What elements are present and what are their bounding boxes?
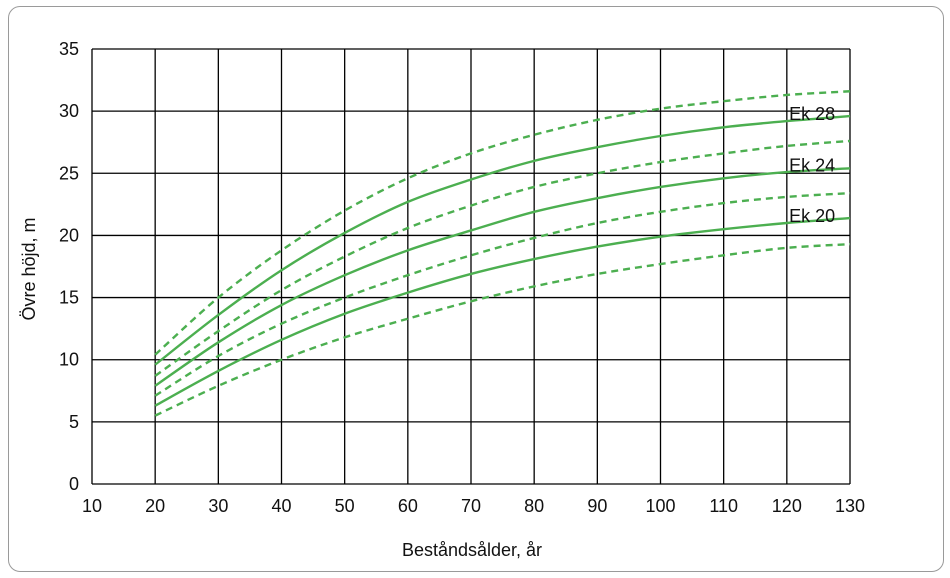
- x-tick-label: 20: [145, 496, 165, 516]
- band-line: [155, 91, 850, 354]
- x-tick-label: 30: [208, 496, 228, 516]
- x-tick-labels: 10 20 30 40 50 60 70 80 90 100 110 120 130: [82, 496, 865, 516]
- band-line: [155, 193, 850, 396]
- x-tick-label: 90: [587, 496, 607, 516]
- series-line: [155, 218, 850, 406]
- x-tick-label: 80: [524, 496, 544, 516]
- series-label: Ek 28: [789, 104, 835, 124]
- x-tick-label: 110: [709, 496, 738, 516]
- series-label: Ek 24: [789, 156, 835, 176]
- y-tick-label: 10: [59, 350, 79, 370]
- x-tick-label: 100: [645, 496, 675, 516]
- y-tick-labels: 0 5 10 15 20 25 30 35: [59, 39, 79, 494]
- x-tick-label: 70: [461, 496, 481, 516]
- y-tick-label: 25: [59, 163, 79, 183]
- series-line: [155, 116, 850, 365]
- x-tick-label: 40: [271, 496, 291, 516]
- x-tick-label: 10: [82, 496, 102, 516]
- y-tick-label: 30: [59, 101, 79, 121]
- y-tick-label: 0: [69, 474, 79, 494]
- x-tick-label: 50: [335, 496, 355, 516]
- y-axis-title: Övre höjd, m: [19, 217, 39, 320]
- y-tick-label: 15: [59, 288, 79, 308]
- x-axis-title: Beståndsålder, år: [402, 540, 542, 560]
- x-tick-label: 60: [398, 496, 418, 516]
- x-tick-label: 120: [772, 496, 802, 516]
- y-tick-label: 20: [59, 225, 79, 245]
- y-tick-label: 5: [69, 412, 79, 432]
- series-lines: [155, 91, 850, 415]
- band-line: [155, 244, 850, 416]
- grid: [92, 49, 850, 484]
- series-labels: Ek 28 Ek 24 Ek 20: [789, 104, 835, 226]
- y-tick-label: 35: [59, 39, 79, 59]
- x-tick-label: 130: [835, 496, 865, 516]
- series-label: Ek 20: [789, 206, 835, 226]
